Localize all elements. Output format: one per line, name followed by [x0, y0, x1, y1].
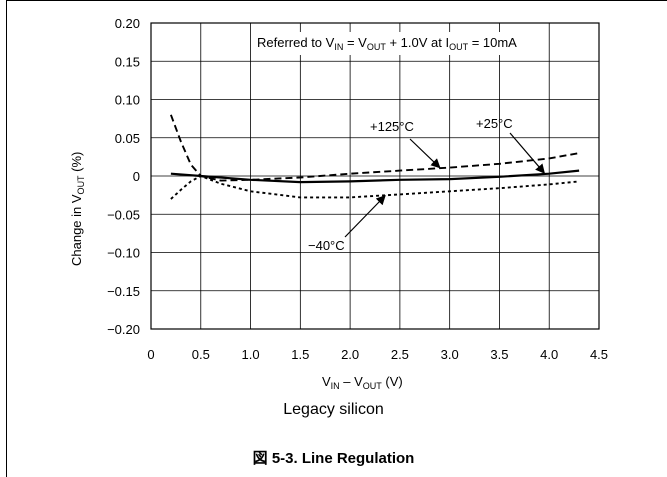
label-25c: +25°C [476, 116, 513, 131]
grid [151, 23, 599, 329]
x-axis-title: VIN – VOUT (V) [322, 374, 403, 391]
frame-left-border [6, 0, 7, 477]
y-tick-label: −0.15 [107, 284, 140, 299]
x-tick-label: 1.5 [291, 347, 309, 362]
y-tick-label: 0.05 [115, 131, 140, 146]
y-tick-label: −0.10 [107, 246, 140, 261]
y-tick-label: 0 [133, 169, 140, 184]
label-minus40c: −40°C [308, 238, 345, 253]
y-axis-title: Change in VOUT (%) [69, 152, 86, 266]
frame-top-border [6, 0, 667, 1]
plot-frame [150, 22, 600, 330]
label-125c: +125°C [370, 119, 414, 134]
series-layer [170, 114, 580, 200]
annotation-arrow [509, 132, 546, 174]
x-tick-label: 3.0 [441, 347, 459, 362]
x-tick-label: 2.5 [391, 347, 409, 362]
series-line [170, 169, 580, 184]
arrows [344, 132, 546, 238]
y-tick-label: −0.05 [107, 207, 140, 222]
x-tick-label: 0 [147, 347, 154, 362]
x-tick-label: 3.5 [490, 347, 508, 362]
figure-title: 図 5-3. Line Regulation [252, 450, 415, 467]
reference-note: Referred to VIN = VOUT + 1.0V at IOUT = … [257, 35, 517, 52]
y-tick-label: 0.20 [115, 16, 140, 31]
y-tick-label: −0.20 [107, 322, 140, 337]
x-tick-label: 4.0 [540, 347, 558, 362]
annotation-arrow [344, 195, 386, 238]
series-line [170, 114, 580, 182]
x-tick-label: 2.0 [341, 347, 359, 362]
chart-caption: Legacy silicon [283, 401, 384, 418]
x-tick-label: 1.0 [242, 347, 260, 362]
y-tick-label: 0.15 [115, 54, 140, 69]
y-tick-label: 0.10 [115, 93, 140, 108]
series-line [170, 174, 580, 200]
note-box [251, 32, 522, 55]
x-tick-label: 4.5 [590, 347, 608, 362]
x-tick-label: 0.5 [192, 347, 210, 362]
y-tick-labels: 0.20 0.15 0.10 0.05 0 −0.05 −0.10 −0.15 −0.20 [107, 16, 140, 337]
annotation-arrow [409, 138, 441, 169]
x-tick-labels: 0 0.5 1.0 1.5 2.0 2.5 3.0 3.5 4.0 4.5 [147, 347, 608, 362]
